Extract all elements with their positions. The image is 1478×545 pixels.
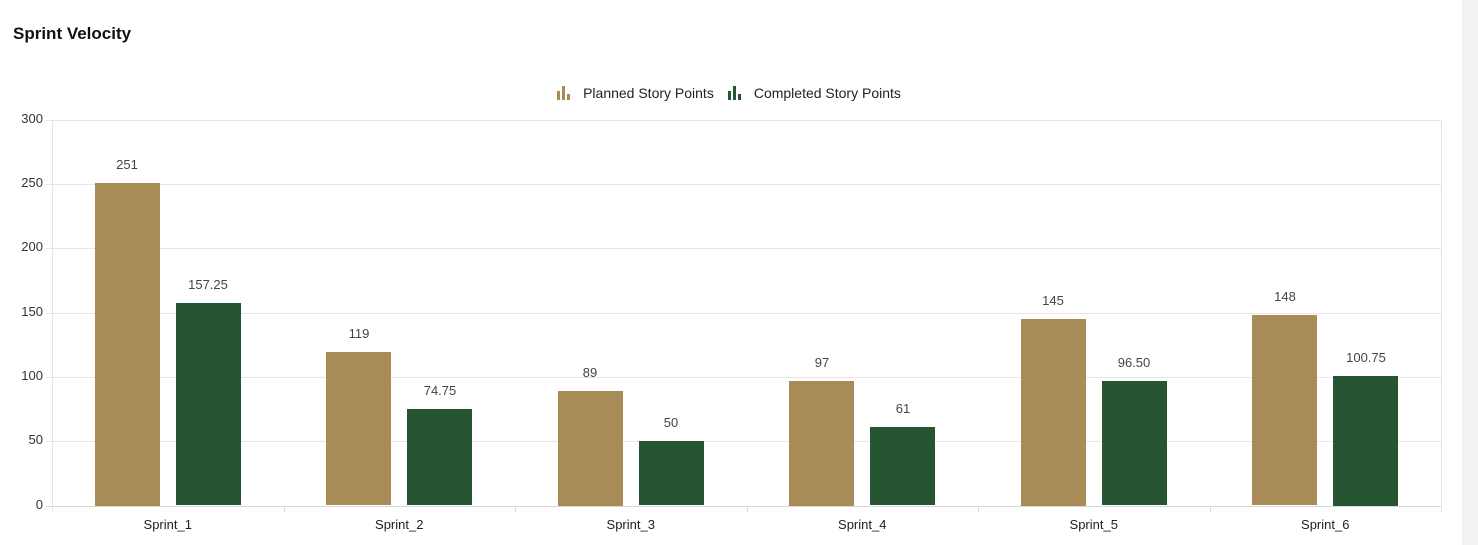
bar-planned[interactable] <box>95 183 160 506</box>
bar-completed[interactable] <box>1102 381 1167 505</box>
bar-planned[interactable] <box>326 352 391 505</box>
y-axis-tick-label: 250 <box>21 175 43 190</box>
legend-label: Planned Story Points <box>583 85 714 101</box>
data-label: 97 <box>814 355 830 370</box>
data-label: 148 <box>1274 289 1296 304</box>
x-axis-tick <box>978 506 979 512</box>
y-axis-tick-label: 50 <box>28 432 43 447</box>
x-axis-tick <box>1210 506 1211 512</box>
data-label: 157.25 <box>188 277 228 292</box>
gridline <box>46 313 1441 314</box>
chart-legend: Planned Story Points Completed Story Poi… <box>0 85 1462 101</box>
chart-title: Sprint Velocity <box>13 24 132 43</box>
bar-completed[interactable] <box>1333 376 1398 506</box>
bar-planned[interactable] <box>789 381 854 506</box>
gridline <box>46 441 1441 442</box>
legend-item-planned[interactable]: Planned Story Points <box>557 85 714 101</box>
gridline <box>46 120 1441 121</box>
x-axis-category-label: Sprint_1 <box>143 516 192 532</box>
bar-planned[interactable] <box>1021 319 1086 506</box>
bar-planned[interactable] <box>558 391 623 506</box>
data-label: 251 <box>116 157 138 172</box>
x-axis-tick <box>284 506 285 512</box>
bar-completed[interactable] <box>639 441 704 505</box>
legend-label: Completed Story Points <box>753 85 901 101</box>
gridline <box>46 377 1441 378</box>
x-axis-category-label: Sprint_2 <box>375 516 424 532</box>
y-axis-tick-label: 0 <box>35 497 43 512</box>
y-axis-tick-label: 150 <box>21 304 43 319</box>
plot-right-border <box>1441 120 1442 512</box>
bar-completed[interactable] <box>176 303 241 505</box>
x-axis-tick <box>515 506 516 512</box>
data-label: 145 <box>1042 293 1064 308</box>
data-label: 61 <box>895 401 911 416</box>
y-axis-tick-label: 100 <box>21 368 43 383</box>
bar-chart-icon <box>557 86 572 100</box>
x-axis-category-label: Sprint_4 <box>838 516 887 532</box>
legend-item-completed[interactable]: Completed Story Points <box>727 85 901 101</box>
y-axis-tick-label: 300 <box>21 111 43 126</box>
gridline <box>46 248 1441 249</box>
data-label: 89 <box>582 365 598 380</box>
bar-chart-icon <box>727 86 743 100</box>
data-label: 119 <box>348 326 370 341</box>
bar-planned[interactable] <box>1252 315 1317 505</box>
data-label: 100.75 <box>1346 350 1386 365</box>
x-axis-category-label: Sprint_5 <box>1069 516 1118 532</box>
scrollbar-track[interactable] <box>1462 0 1478 545</box>
gridline <box>46 184 1441 185</box>
bar-completed[interactable] <box>407 409 472 505</box>
data-label: 74.75 <box>423 383 457 398</box>
data-label: 96.50 <box>1117 355 1151 370</box>
bar-completed[interactable] <box>870 427 935 505</box>
data-label: 50 <box>663 415 679 430</box>
x-axis-category-label: Sprint_3 <box>606 516 655 532</box>
x-axis-category-label: Sprint_6 <box>1301 516 1350 532</box>
gridline <box>46 506 1441 507</box>
y-axis-line <box>52 120 53 512</box>
y-axis-tick-label: 200 <box>21 239 43 254</box>
x-axis-tick <box>747 506 748 512</box>
